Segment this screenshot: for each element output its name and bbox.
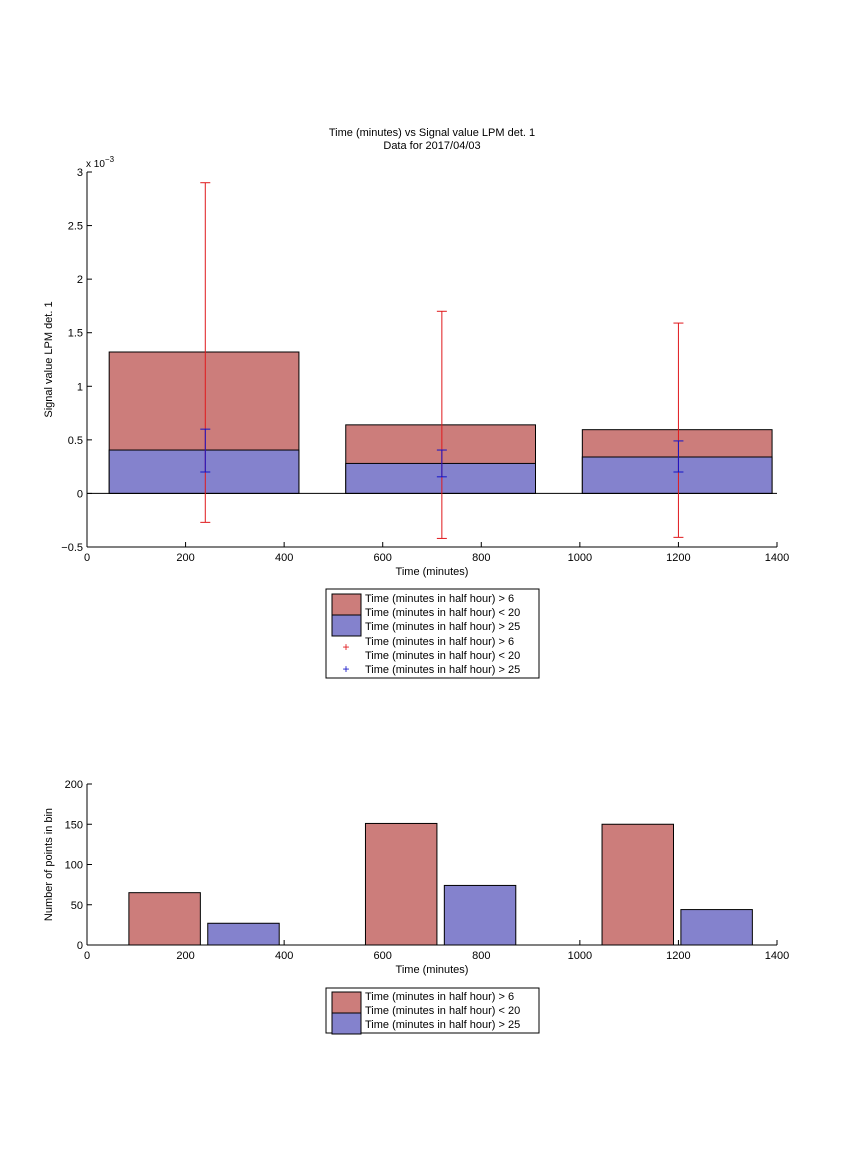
bottom-legend-label-2: Time (minutes in half hour) < 20 xyxy=(365,1005,520,1017)
bottom-legend-swatch-red xyxy=(331,991,362,1014)
top-x-axis-label: Time (minutes) xyxy=(396,566,469,578)
top-y-tick-label: 1.5 xyxy=(68,328,83,340)
bottom-x-tick-label: 0 xyxy=(84,950,90,962)
bottom-bar-red xyxy=(128,892,201,946)
top-x-tick-label: 0 xyxy=(84,552,90,564)
bottom-x-tick-label: 800 xyxy=(472,950,490,962)
bottom-x-axis-label: Time (minutes) xyxy=(396,964,469,976)
bottom-y-tick-label: 100 xyxy=(65,860,83,872)
top-x-tick-label: 400 xyxy=(275,552,293,564)
top-chart-exponent: x 10−3 xyxy=(86,155,115,170)
bottom-legend-label-1: Time (minutes in half hour) > 6 xyxy=(365,991,514,1003)
top-chart-title-line1: Time (minutes) vs Signal value LPM det. … xyxy=(329,127,535,139)
top-y-tick-label: −0.5 xyxy=(61,542,83,554)
top-legend-label-3: Time (minutes in half hour) > 25 xyxy=(365,621,520,633)
bottom-bar-blue xyxy=(443,884,517,946)
top-y-axis-label: Signal value LPM det. 1 xyxy=(43,301,55,417)
bottom-x-tick-label: 200 xyxy=(176,950,194,962)
bottom-bar-blue xyxy=(680,909,753,946)
bottom-x-tick-label: 1400 xyxy=(765,950,789,962)
top-bar-blue xyxy=(581,456,773,494)
top-legend-marker-red: + xyxy=(342,640,349,654)
top-legend-label-2: Time (minutes in half hour) < 20 xyxy=(365,607,520,619)
top-legend-label-4: Time (minutes in half hour) > 6 xyxy=(365,636,514,648)
bottom-x-tick-label: 1000 xyxy=(568,950,592,962)
top-x-tick-label: 600 xyxy=(374,552,392,564)
top-x-tick-label: 800 xyxy=(472,552,490,564)
top-y-tick-label: 2.5 xyxy=(68,221,83,233)
top-y-tick-label: 2 xyxy=(77,274,83,286)
top-y-tick-label: 3 xyxy=(77,167,83,179)
bottom-x-tick-label: 400 xyxy=(275,950,293,962)
top-legend-swatch-blue xyxy=(331,614,362,637)
bottom-y-tick-label: 50 xyxy=(71,900,83,912)
top-legend-marker-blue: + xyxy=(342,662,349,676)
top-y-tick-label: 0.5 xyxy=(68,435,83,447)
top-x-tick-label: 1200 xyxy=(666,552,690,564)
exponent-power: −3 xyxy=(105,155,115,164)
top-legend-label-5: Time (minutes in half hour) < 20 xyxy=(365,650,520,662)
top-legend-swatch-red xyxy=(331,593,362,616)
top-y-tick-label: 0 xyxy=(77,488,83,500)
top-legend-label-6: Time (minutes in half hour) > 25 xyxy=(365,664,520,676)
bottom-plot: 0 200 400 600 800 1000 1200 1400 0 50 100 150 200 Tim… xyxy=(43,779,789,976)
exponent-base: x 10 xyxy=(86,159,105,170)
bottom-legend: Time (minutes in half hour) > 6 Time (mi… xyxy=(325,987,540,1035)
top-plot: 0 200 400 600 800 1000 1200 1400−0.500.511.522.… xyxy=(43,167,789,578)
top-x-tick-label: 1000 xyxy=(568,552,592,564)
top-x-tick-label: 200 xyxy=(176,552,194,564)
bottom-y-axis-label: Number of points in bin xyxy=(43,808,55,921)
bottom-legend-swatch-blue xyxy=(331,1012,362,1035)
bottom-y-tick-label: 200 xyxy=(65,779,83,791)
bottom-x-tick-label: 1200 xyxy=(666,950,690,962)
bottom-bar-red xyxy=(601,823,674,946)
top-bar-blue xyxy=(345,462,536,494)
top-legend-label-1: Time (minutes in half hour) > 6 xyxy=(365,593,514,605)
bottom-bar-red xyxy=(364,822,438,946)
top-chart-title-line2: Data for 2017/04/03 xyxy=(383,140,480,152)
top-legend: Time (minutes in half hour) > 6 Time (mi… xyxy=(325,588,540,679)
bottom-y-tick-label: 150 xyxy=(65,819,83,831)
bottom-legend-label-3: Time (minutes in half hour) > 25 xyxy=(365,1019,520,1031)
bottom-bar-blue xyxy=(207,922,280,946)
top-y-tick-label: 1 xyxy=(77,381,83,393)
bottom-y-tick-label: 0 xyxy=(77,940,83,952)
bottom-x-tick-label: 600 xyxy=(374,950,392,962)
top-x-tick-label: 1400 xyxy=(765,552,789,564)
